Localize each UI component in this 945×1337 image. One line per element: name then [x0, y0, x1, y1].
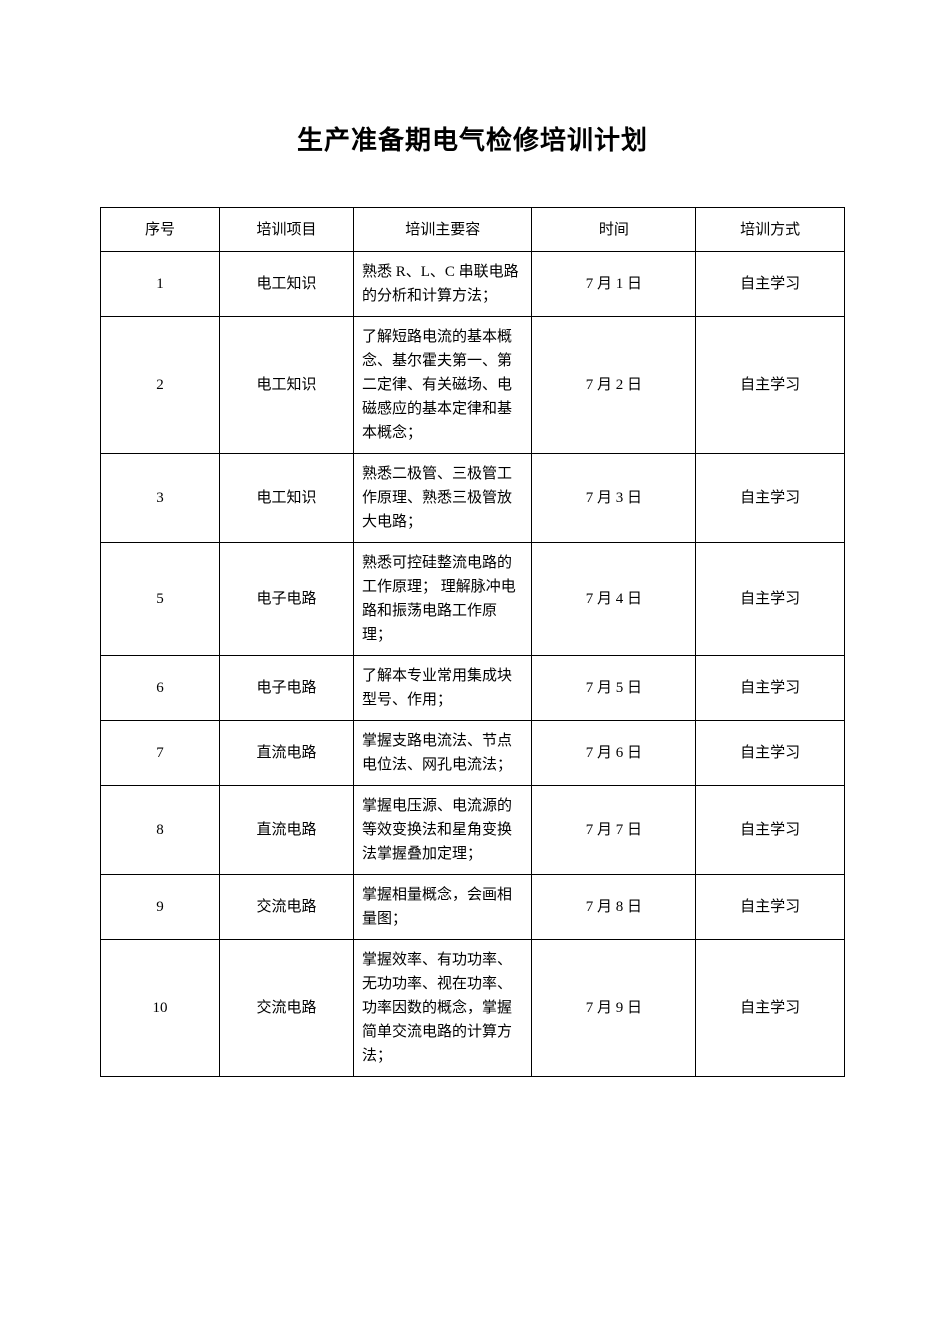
header-method: 培训方式	[696, 208, 845, 252]
table-row: 10 交流电路 掌握效率、有功功率、无功功率、视在功率、功率因数的概念，掌握简单…	[101, 940, 845, 1077]
cell-method: 自主学习	[696, 317, 845, 454]
table-row: 6 电子电路 了解本专业常用集成块型号、作用； 7 月 5 日 自主学习	[101, 656, 845, 721]
cell-time: 7 月 9 日	[532, 940, 696, 1077]
cell-method: 自主学习	[696, 721, 845, 786]
cell-time: 7 月 8 日	[532, 875, 696, 940]
cell-time: 7 月 5 日	[532, 656, 696, 721]
cell-content: 了解短路电流的基本概念、基尔霍夫第一、第二定律、有关磁场、电磁感应的基本定律和基…	[353, 317, 532, 454]
cell-project: 电工知识	[220, 317, 354, 454]
header-seq: 序号	[101, 208, 220, 252]
cell-project: 电工知识	[220, 454, 354, 543]
cell-method: 自主学习	[696, 656, 845, 721]
cell-content: 熟悉可控硅整流电路的工作原理； 理解脉冲电路和振荡电路工作原理；	[353, 543, 532, 656]
table-row: 7 直流电路 掌握支路电流法、节点电位法、网孔电流法； 7 月 6 日 自主学习	[101, 721, 845, 786]
header-time: 时间	[532, 208, 696, 252]
cell-seq: 5	[101, 543, 220, 656]
cell-time: 7 月 6 日	[532, 721, 696, 786]
cell-project: 交流电路	[220, 940, 354, 1077]
table-body: 1 电工知识 熟悉 R、L、C 串联电路的分析和计算方法； 7 月 1 日 自主…	[101, 252, 845, 1077]
table-row: 9 交流电路 掌握相量概念，会画相量图； 7 月 8 日 自主学习	[101, 875, 845, 940]
cell-method: 自主学习	[696, 875, 845, 940]
cell-method: 自主学习	[696, 543, 845, 656]
cell-time: 7 月 3 日	[532, 454, 696, 543]
cell-content: 掌握相量概念，会画相量图；	[353, 875, 532, 940]
cell-time: 7 月 1 日	[532, 252, 696, 317]
cell-seq: 7	[101, 721, 220, 786]
cell-time: 7 月 2 日	[532, 317, 696, 454]
cell-method: 自主学习	[696, 252, 845, 317]
header-content: 培训主要容	[353, 208, 532, 252]
table-row: 8 直流电路 掌握电压源、电流源的等效变换法和星角变换法掌握叠加定理； 7 月 …	[101, 786, 845, 875]
cell-method: 自主学习	[696, 454, 845, 543]
cell-content: 掌握电压源、电流源的等效变换法和星角变换法掌握叠加定理；	[353, 786, 532, 875]
cell-content: 熟悉 R、L、C 串联电路的分析和计算方法；	[353, 252, 532, 317]
cell-seq: 6	[101, 656, 220, 721]
header-project: 培训项目	[220, 208, 354, 252]
cell-method: 自主学习	[696, 940, 845, 1077]
cell-time: 7 月 7 日	[532, 786, 696, 875]
table-row: 1 电工知识 熟悉 R、L、C 串联电路的分析和计算方法； 7 月 1 日 自主…	[101, 252, 845, 317]
cell-seq: 1	[101, 252, 220, 317]
page-title: 生产准备期电气检修培训计划	[100, 120, 845, 157]
cell-time: 7 月 4 日	[532, 543, 696, 656]
table-row: 3 电工知识 熟悉二极管、三极管工作原理、熟悉三极管放大电路； 7 月 3 日 …	[101, 454, 845, 543]
cell-seq: 9	[101, 875, 220, 940]
cell-project: 直流电路	[220, 721, 354, 786]
cell-seq: 10	[101, 940, 220, 1077]
table-row: 5 电子电路 熟悉可控硅整流电路的工作原理； 理解脉冲电路和振荡电路工作原理； …	[101, 543, 845, 656]
cell-seq: 8	[101, 786, 220, 875]
table-header-row: 序号 培训项目 培训主要容 时间 培训方式	[101, 208, 845, 252]
cell-project: 电子电路	[220, 543, 354, 656]
cell-content: 掌握效率、有功功率、无功功率、视在功率、功率因数的概念，掌握简单交流电路的计算方…	[353, 940, 532, 1077]
table-row: 2 电工知识 了解短路电流的基本概念、基尔霍夫第一、第二定律、有关磁场、电磁感应…	[101, 317, 845, 454]
cell-project: 电工知识	[220, 252, 354, 317]
cell-project: 直流电路	[220, 786, 354, 875]
cell-content: 了解本专业常用集成块型号、作用；	[353, 656, 532, 721]
cell-seq: 3	[101, 454, 220, 543]
cell-seq: 2	[101, 317, 220, 454]
cell-project: 交流电路	[220, 875, 354, 940]
cell-content: 掌握支路电流法、节点电位法、网孔电流法；	[353, 721, 532, 786]
training-table: 序号 培训项目 培训主要容 时间 培训方式 1 电工知识 熟悉 R、L、C 串联…	[100, 207, 845, 1077]
cell-method: 自主学习	[696, 786, 845, 875]
cell-project: 电子电路	[220, 656, 354, 721]
cell-content: 熟悉二极管、三极管工作原理、熟悉三极管放大电路；	[353, 454, 532, 543]
